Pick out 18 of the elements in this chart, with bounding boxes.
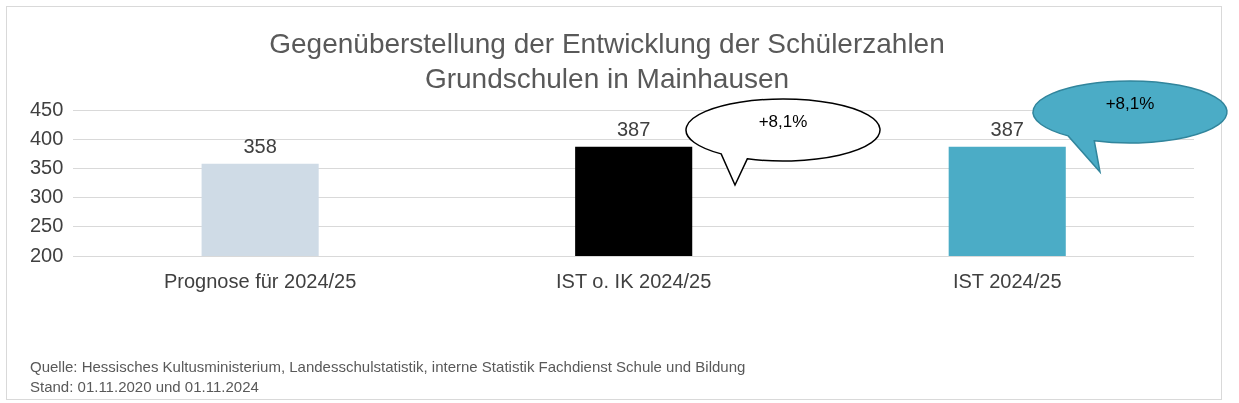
x-tick-label: Prognose für 2024/25 — [163, 269, 357, 292]
text: Gegenüberstellung der Entwicklung der Schülerzahlen — [269, 28, 945, 60]
annotation: +8,1% — [1105, 94, 1155, 114]
y-tick-label: 200 — [29, 243, 64, 266]
y-tick-label: 250 — [29, 214, 64, 237]
x-tick-label: IST o. IK 2024/25 — [556, 269, 712, 292]
source-note: Quelle: Hessisches Kultusministerium, Landesschulstatistik, interne Statistik Fachdienst Schule und Bildung — [30, 358, 746, 375]
annotation: +8,1% — [758, 112, 808, 132]
y-tick-label: 400 — [29, 126, 64, 149]
text: Grundschulen in Mainhausen — [424, 63, 790, 95]
data-label: 387 — [990, 118, 1024, 141]
data-label: 358 — [243, 135, 277, 158]
y-tick-label: 450 — [29, 97, 64, 120]
y-tick-label: 300 — [29, 185, 64, 208]
data-label: 387 — [617, 118, 651, 141]
x-tick-label: IST 2024/25 — [952, 269, 1062, 292]
y-tick-label: 350 — [29, 155, 64, 178]
text: Stand: 01.11.2020 und 01.11.2024 — [30, 378, 259, 395]
